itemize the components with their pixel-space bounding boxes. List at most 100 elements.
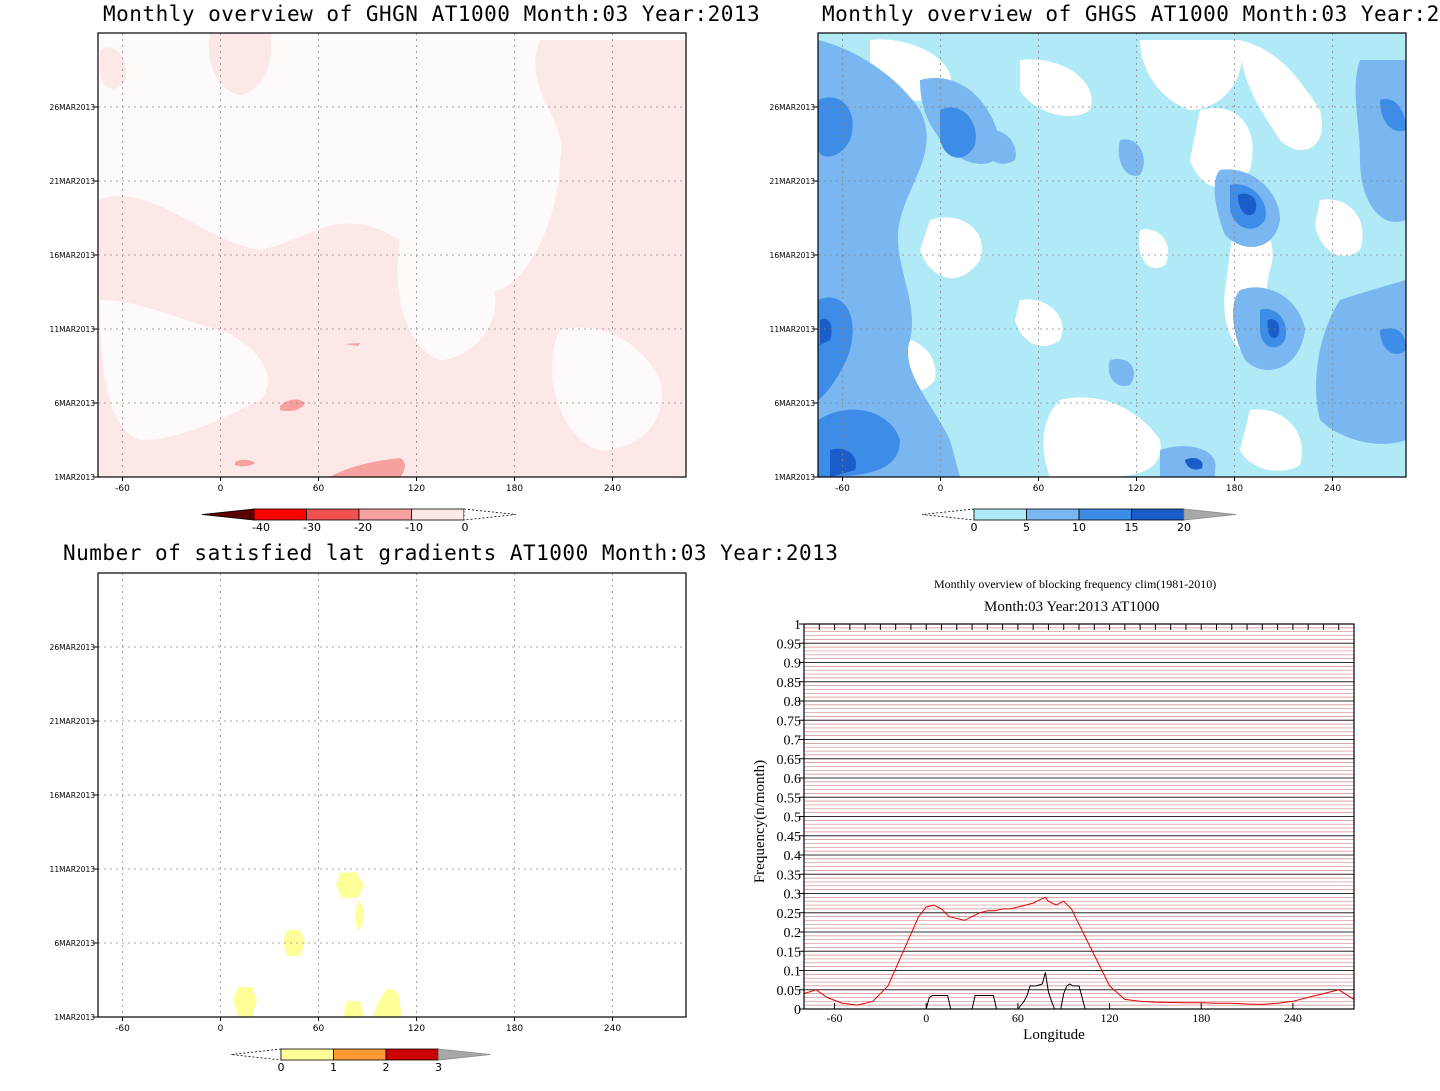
ghgn-colorbar-swatch bbox=[411, 508, 465, 521]
blocking-y-tick-label: 0.9 bbox=[784, 657, 802, 672]
ghgs-title: Monthly overview of GHGS AT1000 Month:03… bbox=[822, 2, 1440, 26]
gradients-y-tick-label: 11MAR2013 bbox=[50, 865, 96, 874]
ghgn-y-tick-label: 6MAR2013 bbox=[54, 399, 95, 408]
blocking-title: Month:03 Year:2013 AT1000 bbox=[984, 599, 1160, 615]
ghgn-colorbar-swatch bbox=[306, 508, 360, 521]
ghgs-colorbar-swatch bbox=[1026, 508, 1080, 521]
blocking-y-tick-label: 0.6 bbox=[784, 772, 802, 787]
gradients-colorbar-swatch bbox=[385, 1048, 439, 1061]
blocking-x-tick-label: 120 bbox=[1101, 1011, 1119, 1025]
ghgn-heatmap: -60 0 60 120 180 240 1MAR2013 6MAR2013 11MAR2013… bbox=[50, 32, 687, 534]
ghgn-neg-blob bbox=[330, 458, 405, 477]
ghgs-colorbar-label: 15 bbox=[1125, 521, 1139, 534]
ghgn-colorbar: -40 -30 -20 -10 0 bbox=[201, 508, 517, 534]
ghgs-contour-region bbox=[1380, 328, 1406, 354]
ghgs-colorbar-end bbox=[921, 508, 975, 521]
gradients-x-tick-label: 120 bbox=[408, 1024, 425, 1034]
ghgn-colorbar-label: -40 bbox=[252, 521, 270, 534]
ghgs-y-tick-label: 16MAR2013 bbox=[770, 251, 816, 260]
gradients-colorbar-label: 0 bbox=[278, 1061, 285, 1074]
ghgs-y-tick-label: 21MAR2013 bbox=[770, 177, 816, 186]
ghgs-contour-region bbox=[1108, 359, 1134, 386]
gradients-y-tick-label: 6MAR2013 bbox=[54, 939, 95, 948]
ghgs-contour-region bbox=[940, 107, 976, 158]
blocking-y-tick-label: 0.8 bbox=[784, 695, 802, 710]
ghgs-contour-region bbox=[920, 217, 982, 279]
ghgs-x-tick-label: 60 bbox=[1033, 484, 1045, 494]
blocking-x-tick-label: 180 bbox=[1192, 1011, 1210, 1025]
ghgn-y-tick-label: 11MAR2013 bbox=[50, 325, 96, 334]
gradients-y-tick-label: 21MAR2013 bbox=[50, 717, 96, 726]
gradients-blob bbox=[343, 1001, 364, 1017]
blocking-suptitle: Monthly overview of blocking frequency c… bbox=[934, 577, 1217, 591]
gradients-y-tick-label: 26MAR2013 bbox=[50, 643, 96, 652]
blocking-y-tick-label: 0 bbox=[794, 1003, 801, 1018]
gradients-title: Number of satisfied lat gradients AT1000… bbox=[63, 541, 839, 565]
ghgs-contour-region bbox=[830, 448, 856, 477]
gradients-colorbar-label: 3 bbox=[435, 1061, 442, 1074]
blocking-y-tick-label: 0.4 bbox=[784, 849, 802, 864]
ghgn-grid bbox=[98, 33, 686, 477]
gradients-colorbar: 0 1 2 3 bbox=[230, 1048, 491, 1074]
gradients-colorbar-label: 1 bbox=[330, 1061, 337, 1074]
blocking-y-tick-label: 0.5 bbox=[784, 811, 802, 826]
ghgs-contour-region bbox=[820, 318, 832, 345]
blocking-x-axis-label: Longitude bbox=[1023, 1027, 1085, 1043]
ghgs-colorbar-label: 20 bbox=[1177, 521, 1191, 534]
ghgs-x-tick-label: 120 bbox=[1128, 484, 1145, 494]
gradients-colorbar-label: 2 bbox=[383, 1061, 390, 1074]
blocking-y-tick-label: 0.1 bbox=[784, 965, 802, 980]
blocking-y-tick-label: 0.25 bbox=[777, 907, 802, 922]
ghgn-colorbar-label: -20 bbox=[354, 521, 372, 534]
ghgn-contour-region bbox=[208, 33, 272, 95]
ghgs-contour-region bbox=[1267, 319, 1280, 339]
blocking-y-tick-label: 0.35 bbox=[777, 868, 802, 883]
ghgn-contour-region bbox=[297, 88, 402, 200]
gradients-colorbar-swatch bbox=[333, 1048, 387, 1061]
blocking-y-tick-label: 1 bbox=[794, 618, 801, 633]
ghgs-contour-region bbox=[1190, 108, 1253, 189]
ghgn-x-tick-label: 240 bbox=[604, 484, 621, 494]
ghgn-contour-region bbox=[100, 47, 126, 89]
blocking-y-tick-label: 0.55 bbox=[777, 791, 802, 806]
ghgs-x-tick-label: 240 bbox=[1324, 484, 1341, 494]
blocking-y-tick-label: 0.75 bbox=[777, 714, 802, 729]
blocking-y-tick-label: 0.05 bbox=[777, 984, 802, 999]
ghgn-neg-blob bbox=[235, 459, 255, 467]
ghgs-contour-region bbox=[1240, 40, 1322, 150]
gradients-blob bbox=[373, 988, 402, 1017]
ghgs-colorbar-swatch bbox=[1131, 508, 1185, 521]
gradients-blob bbox=[283, 930, 305, 956]
ghgn-x-tick-label: 120 bbox=[408, 484, 425, 494]
ghgs-contour-region bbox=[818, 97, 853, 157]
blocking-series-line-1 bbox=[804, 972, 1354, 1010]
ghgn-colorbar-swatch bbox=[358, 508, 412, 521]
ghgs-colorbar-swatch bbox=[973, 508, 1027, 521]
ghgs-grid bbox=[818, 33, 1406, 477]
ghgn-y-tick-label: 1MAR2013 bbox=[54, 473, 95, 482]
gradients-colorbar-end bbox=[438, 1048, 491, 1061]
ghgs-colorbar-label: 10 bbox=[1072, 521, 1086, 534]
blocking-x-tick-label: 60 bbox=[1012, 1011, 1024, 1025]
blocking-x-tick-label: 0 bbox=[923, 1011, 929, 1025]
blocking-series-line-0 bbox=[803, 896, 1355, 1006]
ghgs-y-tick-label: 26MAR2013 bbox=[770, 103, 816, 112]
ghgs-contour-region bbox=[1315, 199, 1363, 256]
gradients-y-tick-label: 16MAR2013 bbox=[50, 791, 96, 800]
blocking-x-tick-label: 240 bbox=[1284, 1011, 1302, 1025]
blocking-y-axis-label: Frequency(n/month) bbox=[752, 760, 768, 883]
gradients-colorbar-swatch bbox=[280, 1048, 334, 1061]
gradients-x-tick-label: 180 bbox=[506, 1024, 523, 1034]
ghgn-contour-region bbox=[149, 58, 252, 192]
ghgs-contour-region bbox=[980, 129, 1016, 164]
gradients-blob bbox=[233, 987, 257, 1017]
ghgs-contour-region bbox=[818, 40, 960, 477]
ghgs-colorbar-label: 5 bbox=[1023, 521, 1030, 534]
blocking-y-tick-label: 0.15 bbox=[777, 945, 802, 960]
ghgn-y-tick-label: 21MAR2013 bbox=[50, 177, 96, 186]
blocking-y-tick-label: 0.45 bbox=[777, 830, 802, 845]
ghgs-contour-region bbox=[1185, 457, 1203, 470]
ghgs-heatmap: -60 0 60 120 180 240 1MAR2013 6MAR2013 11MAR2013… bbox=[770, 32, 1407, 534]
ghgs-contour-region bbox=[1380, 99, 1406, 132]
ghgs-contour-region bbox=[1140, 40, 1242, 110]
